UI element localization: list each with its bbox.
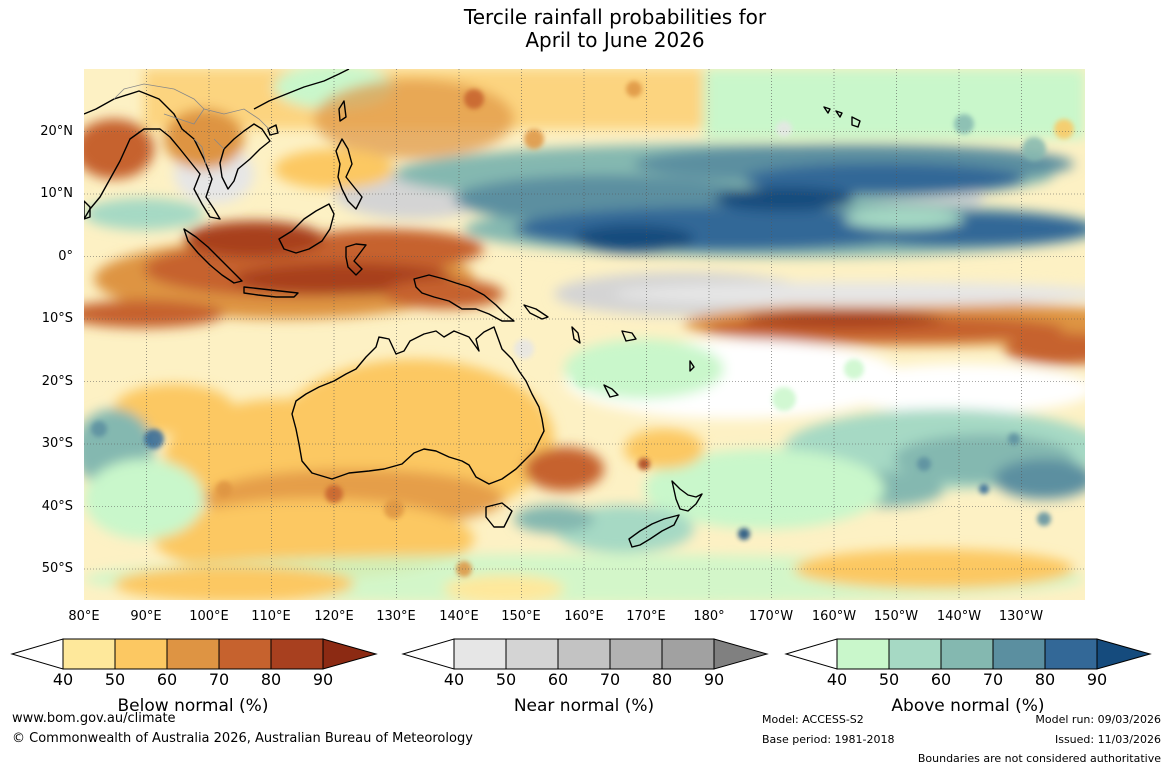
near-normal-tick-60: 60: [547, 670, 569, 689]
lat-label-50s: 50°S: [41, 561, 73, 576]
below-normal-swatch-0: [10, 638, 64, 670]
near-normal-tick-80: 80: [651, 670, 673, 689]
lat-label-40s: 40°S: [41, 499, 73, 514]
lat-label-30s: 30°S: [41, 436, 73, 451]
below-normal-tick-60: 60: [156, 670, 178, 689]
near-normal-swatch-0: [401, 638, 455, 670]
above-normal-tick-60: 60: [930, 670, 952, 689]
lon-label-140e: 140°E: [439, 609, 479, 624]
asia-coastline: [84, 90, 221, 220]
above-normal-legend-title: Above normal (%): [891, 696, 1045, 716]
lon-label-170w: 170°W: [748, 609, 794, 624]
near-normal-swatch-3: [557, 638, 611, 670]
map-title-line-1: Tercile rainfall probabilities for: [463, 5, 767, 29]
bom-climate-link[interactable]: www.bom.gov.au/climate: [12, 711, 176, 726]
above-normal-tick-70: 70: [982, 670, 1004, 689]
new-guinea-coastline: [413, 274, 515, 322]
lon-label-160w: 160°W: [811, 609, 857, 624]
below-normal-tick-90: 90: [312, 670, 334, 689]
issued-date: Issued: 11/03/2026: [1054, 733, 1161, 746]
above-normal-swatch-1: [836, 638, 890, 670]
near-normal-tick-90: 90: [703, 670, 725, 689]
lon-label-180: 180°: [693, 609, 725, 624]
lon-label-130e: 130°E: [376, 609, 416, 624]
near-normal-tick-40: 40: [443, 670, 465, 689]
country-borders: [113, 83, 270, 165]
lon-label-140w: 140°W: [936, 609, 982, 624]
lon-label-160e: 160°E: [564, 609, 604, 624]
above-normal-swatch-3: [940, 638, 994, 670]
near-normal-swatch-4: [609, 638, 663, 670]
near-normal-colorbar: [401, 638, 769, 670]
below-normal-tick-80: 80: [260, 670, 282, 689]
above-normal-tick-40: 40: [826, 670, 848, 689]
near-normal-swatch-5: [661, 638, 715, 670]
new-zealand-coastline: [671, 480, 703, 512]
lon-label-120e: 120°E: [314, 609, 354, 624]
rainfall-probability-map: [84, 69, 1085, 600]
above-normal-tick-90: 90: [1086, 670, 1108, 689]
lon-label-80e: 80°E: [68, 609, 100, 624]
model-name: Model: ACCESS-S2: [762, 713, 864, 726]
below-normal-colorbar: [10, 638, 378, 670]
boundaries-disclaimer: Boundaries are not considered authoritat…: [917, 752, 1161, 765]
probability-speckle: [91, 81, 1074, 577]
lon-label-110e: 110°E: [251, 609, 291, 624]
base-period: Base period: 1981-2018: [762, 733, 895, 746]
lat-label-10n: 10°N: [40, 186, 73, 201]
borneo-coastline: [278, 203, 335, 254]
map-title-line-2: April to June 2026: [525, 28, 705, 52]
lon-label-90e: 90°E: [130, 609, 162, 624]
lon-label-100e: 100°E: [189, 609, 229, 624]
near-normal-tick-70: 70: [599, 670, 621, 689]
lon-label-170e: 170°E: [626, 609, 666, 624]
coastlines: [84, 69, 861, 548]
copyright-notice: © Commonwealth of Australia 2026, Austra…: [12, 731, 473, 746]
below-normal-legend-title: Below normal (%): [117, 696, 269, 716]
model-run-date: Model run: 09/03/2026: [1035, 713, 1161, 726]
above-normal-swatch-0: [784, 638, 838, 670]
below-normal-tick-40: 40: [52, 670, 74, 689]
lat-label-0: 0°: [58, 249, 73, 264]
near-normal-swatch-2: [505, 638, 559, 670]
above-normal-swatch-5: [1044, 638, 1098, 670]
below-normal-swatch-6: [322, 638, 378, 670]
above-normal-tick-80: 80: [1034, 670, 1056, 689]
below-normal-swatch-1: [62, 638, 116, 670]
lat-label-20n: 20°N: [40, 124, 73, 139]
lon-label-130w: 130°W: [998, 609, 1044, 624]
above-normal-swatch-2: [888, 638, 942, 670]
below-normal-swatch-5: [270, 638, 324, 670]
below-normal-tick-70: 70: [208, 670, 230, 689]
lon-label-150w: 150°W: [873, 609, 919, 624]
near-normal-swatch-6: [713, 638, 769, 670]
below-normal-swatch-4: [218, 638, 272, 670]
lat-label-10s: 10°S: [41, 311, 73, 326]
near-normal-tick-50: 50: [495, 670, 517, 689]
graticule: [84, 69, 1085, 600]
lon-label-150e: 150°E: [501, 609, 541, 624]
near-normal-swatch-1: [453, 638, 507, 670]
lat-label-20s: 20°S: [41, 374, 73, 389]
australia-coastline: [291, 326, 545, 485]
below-normal-tick-50: 50: [104, 670, 126, 689]
sumatra-coastline: [183, 228, 243, 284]
above-normal-swatch-6: [1096, 638, 1152, 670]
near-normal-legend-title: Near normal (%): [513, 696, 655, 716]
below-normal-swatch-3: [166, 638, 220, 670]
below-normal-swatch-2: [114, 638, 168, 670]
above-normal-colorbar: [784, 638, 1152, 670]
above-normal-swatch-4: [992, 638, 1046, 670]
above-normal-tick-50: 50: [878, 670, 900, 689]
